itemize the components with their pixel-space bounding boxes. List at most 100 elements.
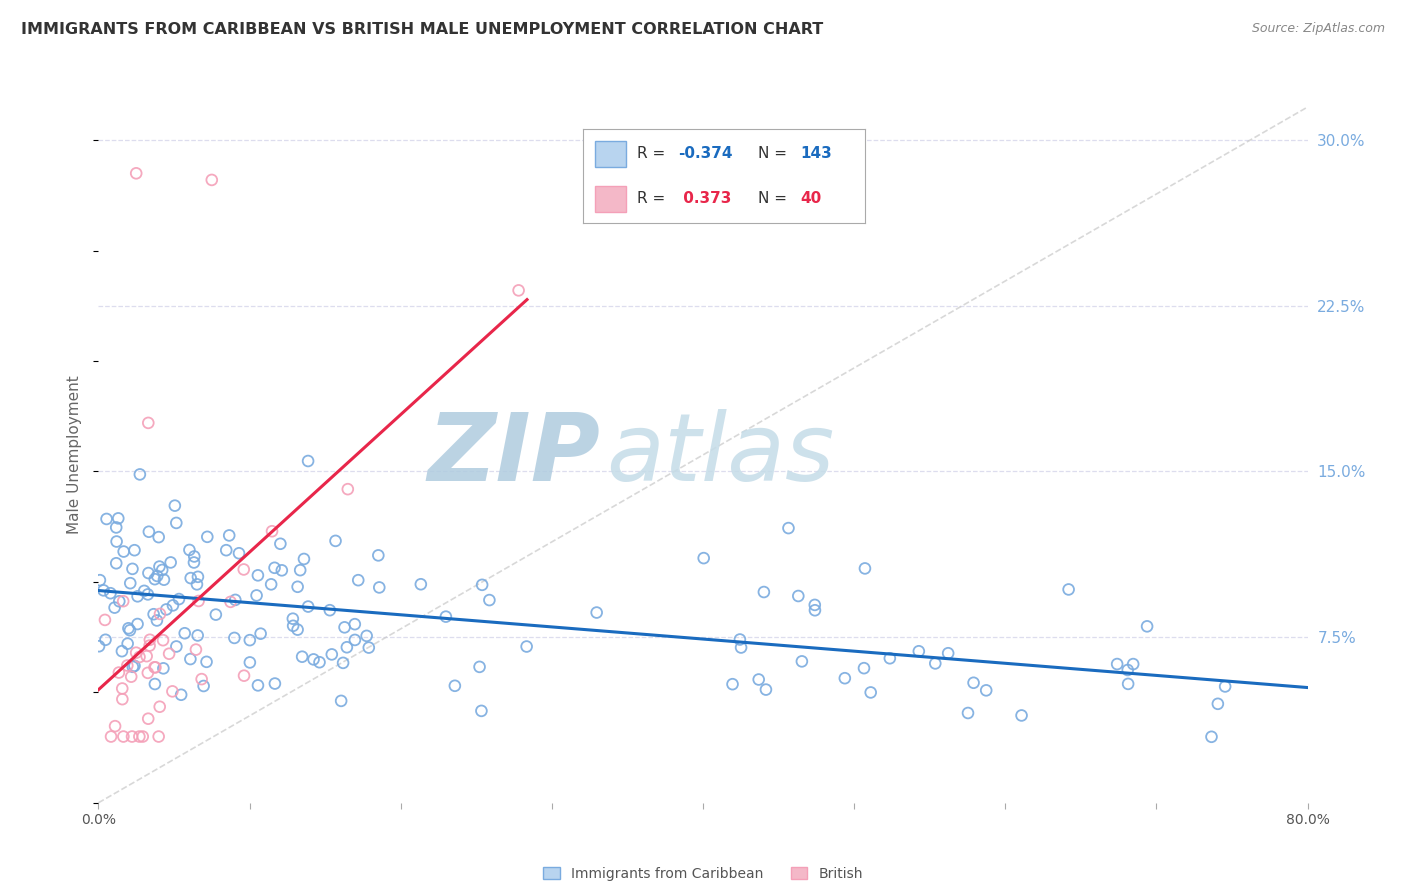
Point	[936, 646, 959, 660]
Point	[319, 603, 342, 617]
Point	[246, 678, 269, 692]
Point	[148, 730, 170, 744]
Text: N =: N =	[758, 146, 792, 161]
Point	[117, 621, 139, 635]
Point	[347, 573, 370, 587]
Point	[148, 530, 170, 544]
Point	[752, 585, 775, 599]
Point	[148, 559, 170, 574]
Point	[183, 556, 205, 570]
Point	[787, 589, 810, 603]
Point	[224, 593, 246, 607]
Point	[162, 599, 184, 613]
Point	[1213, 680, 1236, 694]
Point	[730, 640, 752, 655]
Point	[120, 670, 142, 684]
Point	[778, 521, 800, 535]
Point	[136, 587, 159, 601]
Point	[974, 683, 997, 698]
Point	[908, 644, 931, 658]
Point	[239, 656, 262, 670]
Point	[287, 623, 309, 637]
Text: N =: N =	[758, 191, 792, 206]
Point	[145, 660, 167, 674]
Point	[159, 556, 181, 570]
Point	[195, 530, 218, 544]
Point	[149, 699, 172, 714]
Point	[325, 533, 347, 548]
Text: 40: 40	[800, 191, 821, 206]
Point	[367, 549, 389, 563]
Point	[139, 632, 162, 647]
Point	[107, 511, 129, 525]
Point	[124, 543, 146, 558]
Point	[444, 679, 467, 693]
Point	[163, 499, 186, 513]
Point	[201, 173, 224, 187]
Point	[218, 528, 240, 542]
Point	[103, 600, 125, 615]
Point	[136, 665, 159, 680]
Point	[89, 573, 111, 587]
Text: Source: ZipAtlas.com: Source: ZipAtlas.com	[1251, 22, 1385, 36]
Point	[127, 590, 149, 604]
Point	[332, 656, 354, 670]
Point	[186, 577, 208, 591]
Point	[165, 640, 187, 654]
Point	[108, 665, 131, 680]
Text: 143: 143	[800, 146, 832, 161]
Point	[434, 609, 457, 624]
Point	[128, 650, 150, 665]
Point	[790, 654, 813, 668]
Point	[263, 561, 285, 575]
Point	[93, 583, 115, 598]
Point	[246, 568, 269, 582]
Point	[356, 629, 378, 643]
Point	[155, 602, 177, 616]
Point	[260, 524, 283, 539]
Point	[121, 562, 143, 576]
Point	[336, 482, 359, 496]
Point	[94, 613, 117, 627]
Point	[179, 652, 201, 666]
Point	[128, 467, 150, 482]
Point	[108, 594, 131, 608]
Point	[333, 620, 356, 634]
Point	[205, 607, 228, 622]
Point	[183, 549, 205, 564]
Point	[834, 671, 856, 685]
Point	[105, 534, 128, 549]
Point	[471, 578, 494, 592]
Point	[87, 639, 110, 653]
Point	[343, 632, 366, 647]
Point	[138, 639, 160, 653]
Point	[468, 660, 491, 674]
Point	[105, 556, 128, 570]
Point	[132, 730, 155, 744]
Point	[292, 552, 315, 566]
Point	[853, 561, 876, 575]
Point	[100, 586, 122, 600]
Point	[100, 730, 122, 744]
Point	[1057, 582, 1080, 597]
Point	[297, 454, 319, 468]
Point	[879, 651, 901, 665]
Point	[215, 543, 238, 558]
Point	[146, 569, 169, 583]
Point	[508, 284, 530, 298]
Point	[336, 640, 359, 655]
Point	[111, 681, 134, 696]
Point	[125, 166, 148, 180]
Point	[1011, 708, 1033, 723]
Point	[138, 566, 160, 580]
Point	[143, 677, 166, 691]
Text: 0.373: 0.373	[678, 191, 731, 206]
Point	[516, 640, 538, 654]
Point	[270, 563, 292, 577]
Point	[1136, 619, 1159, 633]
Point	[111, 692, 134, 706]
Point	[853, 661, 876, 675]
Point	[956, 706, 979, 720]
Point	[112, 544, 135, 558]
Point	[1122, 657, 1144, 671]
